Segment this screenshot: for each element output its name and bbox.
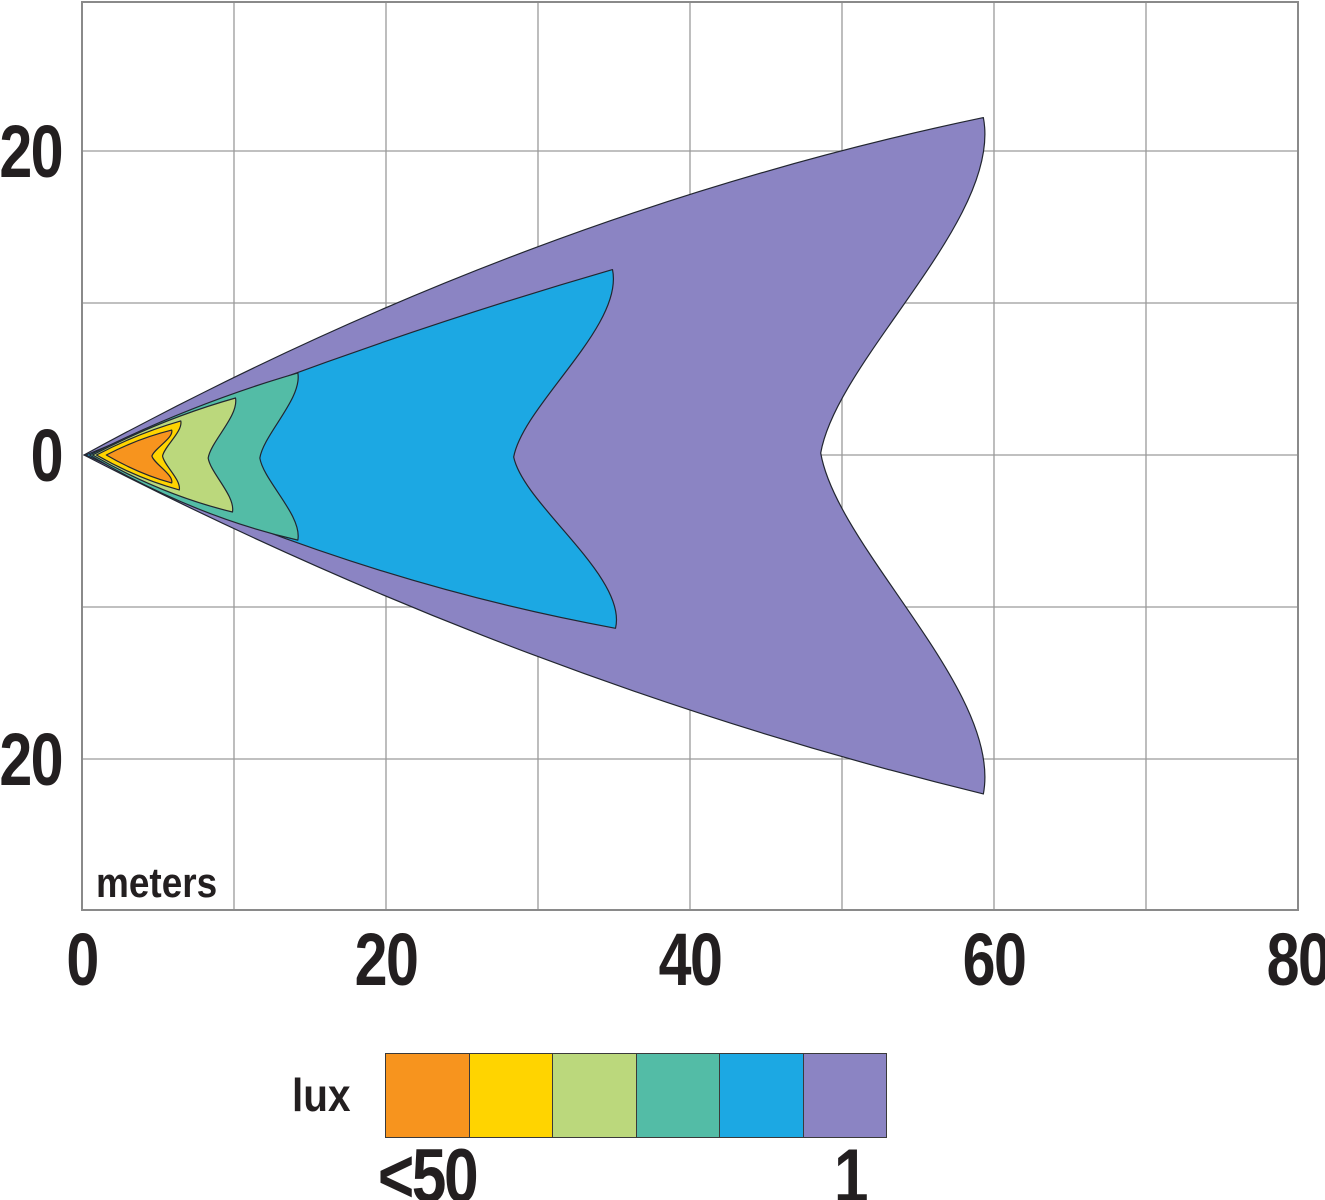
legend-swatch-6	[802, 1053, 887, 1138]
contour-orange-50lux	[105, 429, 173, 484]
y-axis-tick-label: 20	[0, 111, 62, 194]
plot-border	[81, 1, 1299, 911]
x-axis-tick-label: 40	[659, 919, 722, 1002]
x-axis-tick-label: 0	[66, 919, 97, 1002]
legend-swatch-4	[635, 1053, 720, 1138]
contour-blue	[85, 268, 618, 629]
y-axis-tick-label: 20	[0, 719, 62, 802]
x-axis-tick-label: 20	[355, 919, 418, 1002]
legend-swatch-1	[385, 1053, 470, 1138]
contour-purple-1lux	[83, 116, 986, 795]
legend-min-label: <50	[377, 1134, 479, 1200]
contour-yellow-green	[92, 397, 237, 513]
legend-swatch-5	[719, 1053, 804, 1138]
legend-swatch-2	[468, 1053, 553, 1138]
legend-swatch-3	[552, 1053, 637, 1138]
legend-swatch-row	[385, 1053, 887, 1138]
lux-label: lux	[292, 1069, 351, 1121]
legend-max-label: 1	[833, 1134, 869, 1200]
y-axis-tick-label: 0	[31, 415, 62, 498]
meters-label: meters	[96, 859, 218, 906]
x-axis-tick-label: 60	[963, 919, 1026, 1002]
x-axis-tick-label: 80	[1267, 919, 1325, 1002]
